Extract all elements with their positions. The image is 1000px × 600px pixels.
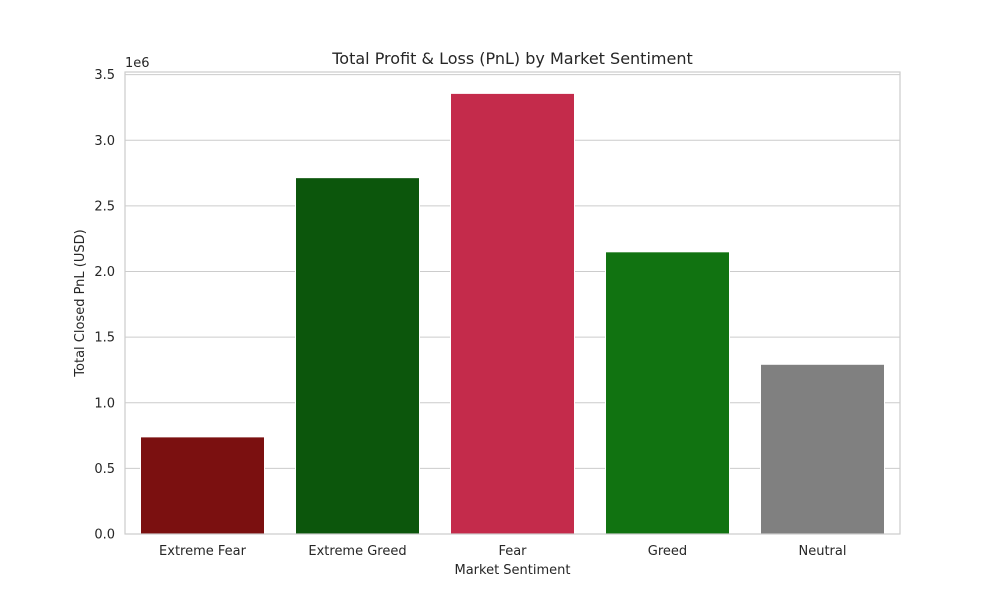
x-tick-label: Neutral [799,544,847,559]
y-tick-label: 1.5 [94,331,115,346]
y-tick-label: 2.5 [94,199,115,214]
x-tick-label: Fear [498,544,527,559]
bar-neutral [760,363,885,535]
bars-layer [140,92,885,535]
y-axis-label: Total Closed PnL (USD) [73,229,88,377]
y-tick-label: 3.0 [94,134,115,149]
y-tick-label: 3.5 [94,68,115,83]
bar-extreme-fear [140,436,265,535]
y-tick-label: 1.0 [94,396,115,411]
bar-fear [450,92,575,535]
y-axis-offset-label: 1e6 [125,56,150,71]
x-tick-label: Extreme Greed [308,544,406,559]
x-tick-label: Greed [648,544,687,559]
y-tick-label: 0.5 [94,462,115,477]
x-tick-label: Extreme Fear [159,544,247,559]
x-axis-label: Market Sentiment [454,563,570,578]
y-tick-labels: 0.0 0.5 1.0 1.5 2.0 2.5 3.0 3.5 [94,68,115,542]
plot-frame [124,71,901,535]
bar-extreme-greed [295,177,420,535]
x-tick-labels: Extreme Fear Extreme Greed Fear Greed Neutra… [159,544,846,559]
y-tick-label: 2.0 [94,265,115,280]
bar-greed [605,251,730,535]
y-tick-label: 0.0 [94,528,115,543]
chart-title: Total Profit & Loss (PnL) by Market Sent… [331,49,693,68]
